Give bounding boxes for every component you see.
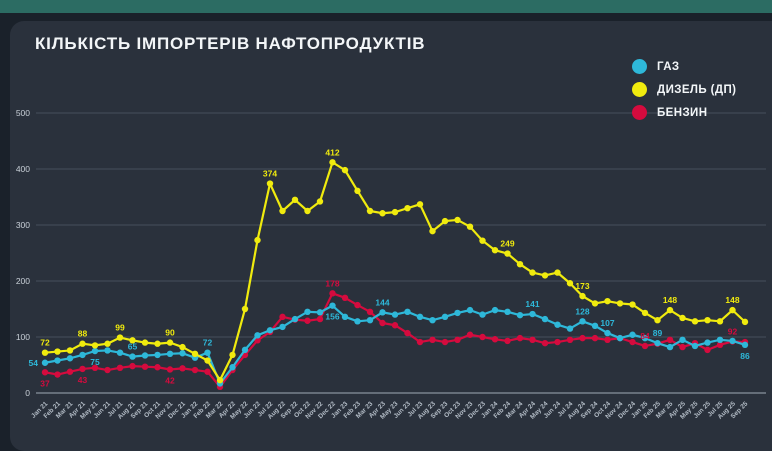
legend-item-petrol: БЕНЗИН — [632, 105, 736, 120]
svg-text:400: 400 — [16, 164, 30, 174]
svg-text:92: 92 — [728, 326, 738, 336]
svg-text:148: 148 — [663, 295, 677, 305]
svg-text:173: 173 — [575, 281, 589, 291]
svg-text:89: 89 — [653, 328, 663, 338]
chart-title: КІЛЬКІСТЬ ІМПОРТЕРІВ НАФТОПРОДУКТІВ — [35, 34, 426, 53]
svg-text:156: 156 — [325, 312, 339, 322]
svg-text:65: 65 — [128, 342, 138, 352]
svg-text:75: 75 — [90, 357, 100, 367]
legend-item-diesel: ДИЗЕЛЬ (ДП) — [632, 82, 736, 97]
svg-text:72: 72 — [203, 338, 213, 348]
svg-text:178: 178 — [325, 278, 339, 288]
gas-series-swatch-icon — [632, 59, 647, 74]
svg-text:249: 249 — [500, 239, 514, 249]
svg-text:54: 54 — [29, 358, 39, 368]
svg-text:300: 300 — [16, 220, 30, 230]
svg-text:88: 88 — [78, 329, 88, 339]
svg-text:72: 72 — [40, 338, 50, 348]
svg-text:107: 107 — [600, 318, 614, 328]
svg-text:0: 0 — [25, 388, 30, 398]
petrol-series-swatch-icon — [632, 105, 647, 120]
diesel-series-swatch-icon — [632, 82, 647, 97]
svg-text:500: 500 — [16, 108, 30, 118]
svg-text:86: 86 — [740, 351, 750, 361]
top-accent-strip — [0, 0, 772, 13]
svg-text:42: 42 — [165, 375, 175, 385]
svg-text:90: 90 — [165, 328, 175, 338]
svg-text:128: 128 — [575, 306, 589, 316]
svg-text:100: 100 — [16, 332, 30, 342]
svg-text:37: 37 — [40, 378, 50, 388]
svg-text:200: 200 — [16, 276, 30, 286]
svg-text:99: 99 — [115, 323, 125, 333]
svg-text:43: 43 — [78, 375, 88, 385]
svg-text:374: 374 — [263, 169, 277, 179]
svg-text:141: 141 — [525, 299, 539, 309]
svg-text:148: 148 — [725, 295, 739, 305]
legend-label-diesel: ДИЗЕЛЬ (ДП) — [657, 83, 737, 96]
svg-text:84: 84 — [640, 331, 650, 341]
svg-text:412: 412 — [325, 147, 339, 157]
legend-label-petrol: БЕНЗИН — [657, 106, 708, 119]
legend: ГАЗ ДИЗЕЛЬ (ДП) БЕНЗИН — [632, 59, 736, 120]
legend-label-gas: ГАЗ — [657, 60, 680, 73]
svg-text:144: 144 — [375, 297, 389, 307]
legend-item-gas: ГАЗ — [632, 59, 736, 74]
